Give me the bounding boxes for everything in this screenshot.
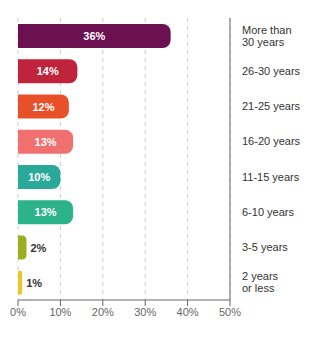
svg-text:12%: 12% [32,101,54,113]
svg-text:2%: 2% [30,242,46,254]
svg-text:30%: 30% [134,306,156,318]
svg-text:21-25 years: 21-25 years [242,100,301,112]
svg-text:16-20 years: 16-20 years [242,135,301,147]
svg-text:26-30 years: 26-30 years [242,65,301,77]
svg-text:13%: 13% [35,206,57,218]
svg-text:1%: 1% [26,277,42,289]
svg-text:11-15 years: 11-15 years [242,171,300,183]
svg-text:20%: 20% [92,306,114,318]
svg-text:0%: 0% [10,306,26,318]
svg-text:14%: 14% [37,65,59,77]
svg-text:10%: 10% [28,171,50,183]
svg-text:6-10 years: 6-10 years [242,206,294,218]
svg-text:36%: 36% [83,30,105,42]
svg-text:40%: 40% [177,306,199,318]
svg-text:More than30 years: More than30 years [242,24,292,48]
svg-text:10%: 10% [49,306,71,318]
svg-text:50%: 50% [219,306,241,318]
svg-text:13%: 13% [35,136,57,148]
svg-text:3-5 years: 3-5 years [242,241,288,253]
svg-text:2 yearsor less: 2 yearsor less [242,270,279,294]
